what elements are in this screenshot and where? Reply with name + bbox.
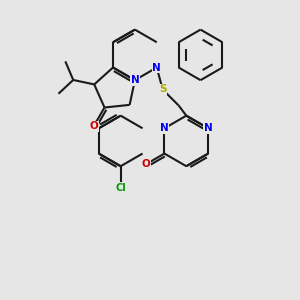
Text: N: N (160, 123, 169, 133)
Text: O: O (142, 159, 150, 169)
Text: S: S (159, 85, 166, 94)
Text: N: N (130, 75, 139, 85)
Text: O: O (89, 121, 98, 131)
Text: N: N (204, 123, 213, 133)
Text: Cl: Cl (115, 183, 126, 193)
Text: N: N (152, 62, 161, 73)
